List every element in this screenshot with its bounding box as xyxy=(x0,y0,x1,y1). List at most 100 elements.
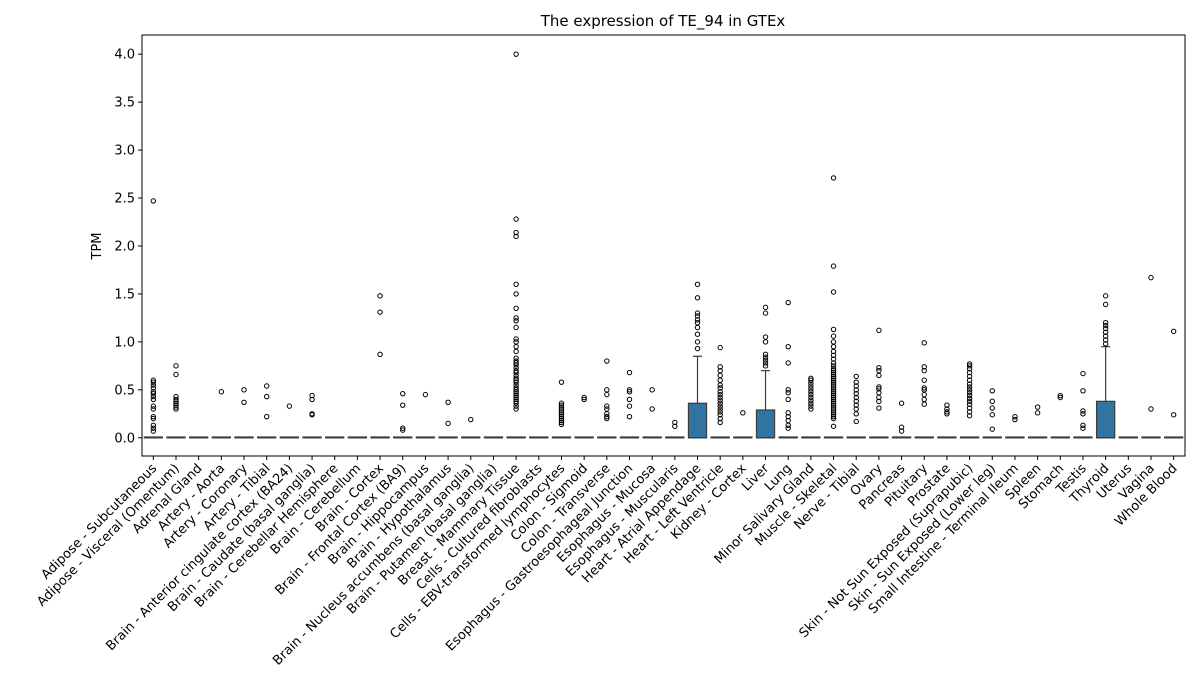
outlier-point xyxy=(150,413,157,420)
outlier-point xyxy=(830,377,837,383)
outlier-point xyxy=(853,406,859,412)
box-group xyxy=(393,390,413,439)
outlier-point xyxy=(694,295,701,301)
outlier-point xyxy=(150,428,157,434)
outlier-point xyxy=(672,419,678,426)
y-tick-label: 4.0 xyxy=(114,48,135,63)
y-tick-label: 3.0 xyxy=(114,144,135,159)
outlier-point xyxy=(400,390,406,397)
outlier-point xyxy=(1080,422,1086,429)
outlier-point xyxy=(173,396,179,403)
outlier-point xyxy=(830,406,837,412)
outlier-point xyxy=(966,401,973,407)
outlier-point xyxy=(626,413,633,420)
outlier-point xyxy=(853,402,859,408)
outlier-point xyxy=(717,367,723,374)
outlier-point xyxy=(173,393,179,400)
outlier-point xyxy=(604,391,610,398)
outlier-point xyxy=(989,426,995,432)
y-tick-label: 2.0 xyxy=(114,239,135,254)
outlier-point xyxy=(898,428,905,434)
outlier-point xyxy=(513,318,519,324)
outlier-point xyxy=(762,334,769,340)
outlier-point xyxy=(966,405,973,411)
outlier-point xyxy=(966,384,973,390)
outlier-point xyxy=(604,387,610,393)
outlier-point xyxy=(377,309,383,315)
y-tick-label: 2.5 xyxy=(114,192,135,207)
outlier-point xyxy=(513,379,519,385)
outlier-point xyxy=(853,411,859,417)
outlier-point xyxy=(400,402,406,408)
outlier-point xyxy=(513,389,519,395)
outlier-point xyxy=(785,410,791,416)
outlier-point xyxy=(604,413,610,420)
outlier-point xyxy=(513,396,519,403)
outlier-point xyxy=(513,291,519,297)
outlier-point xyxy=(944,402,950,408)
outlier-point xyxy=(989,388,995,394)
outlier-point xyxy=(966,377,973,383)
outlier-point xyxy=(264,393,270,400)
outlier-point xyxy=(830,394,837,401)
outlier-point xyxy=(876,365,882,371)
box-group xyxy=(1118,436,1138,439)
outlier-point xyxy=(694,313,701,319)
outlier-point xyxy=(944,409,950,415)
box-group xyxy=(778,299,798,439)
outlier-point xyxy=(218,389,225,395)
outlier-point xyxy=(830,375,837,382)
box-group xyxy=(1050,392,1070,439)
box-group xyxy=(1095,293,1116,439)
outlier-point xyxy=(1102,337,1109,343)
outlier-point xyxy=(1080,388,1086,394)
outlier-point xyxy=(309,411,315,417)
outlier-point xyxy=(513,358,519,364)
outlier-point xyxy=(785,425,791,431)
outlier-point xyxy=(513,339,519,345)
outlier-point xyxy=(830,385,837,391)
outlier-point xyxy=(717,406,723,412)
outlier-point xyxy=(513,355,519,361)
box-group xyxy=(415,391,436,439)
outlier-point xyxy=(808,386,814,392)
outlier-point xyxy=(717,385,723,391)
outlier-point xyxy=(717,415,723,422)
outlier-point xyxy=(717,372,723,379)
outlier-point xyxy=(830,389,837,395)
outlier-point xyxy=(1102,325,1109,332)
outlier-point xyxy=(558,406,565,412)
outlier-point xyxy=(853,383,859,389)
outlier-point xyxy=(604,411,610,417)
outlier-point xyxy=(1102,341,1109,347)
outlier-point xyxy=(876,398,882,405)
outlier-point xyxy=(558,400,565,406)
outlier-point xyxy=(830,381,837,387)
box xyxy=(687,402,708,439)
plot-area xyxy=(143,51,1184,439)
outlier-point xyxy=(400,425,406,431)
box-group xyxy=(801,375,821,439)
outlier-point xyxy=(1034,410,1041,416)
outlier-point xyxy=(921,340,927,346)
outlier-point xyxy=(876,372,882,379)
outlier-point xyxy=(785,422,791,429)
outlier-point xyxy=(762,357,769,363)
chart-title: The expression of TE_94 in GTEx xyxy=(540,12,786,31)
outlier-point xyxy=(377,293,383,299)
y-tick-label: 0.5 xyxy=(114,383,135,398)
outlier-point xyxy=(808,400,814,406)
outlier-point xyxy=(830,352,837,359)
outlier-point xyxy=(853,387,859,393)
outlier-point xyxy=(150,406,157,412)
outlier-point xyxy=(785,343,791,350)
outlier-point xyxy=(898,424,905,430)
outlier-point xyxy=(558,413,565,420)
box-group xyxy=(1073,370,1093,439)
box-group xyxy=(687,281,708,439)
outlier-point xyxy=(921,396,927,403)
box-group xyxy=(869,327,889,439)
outlier-point xyxy=(1012,416,1018,423)
outlier-point xyxy=(966,361,973,367)
